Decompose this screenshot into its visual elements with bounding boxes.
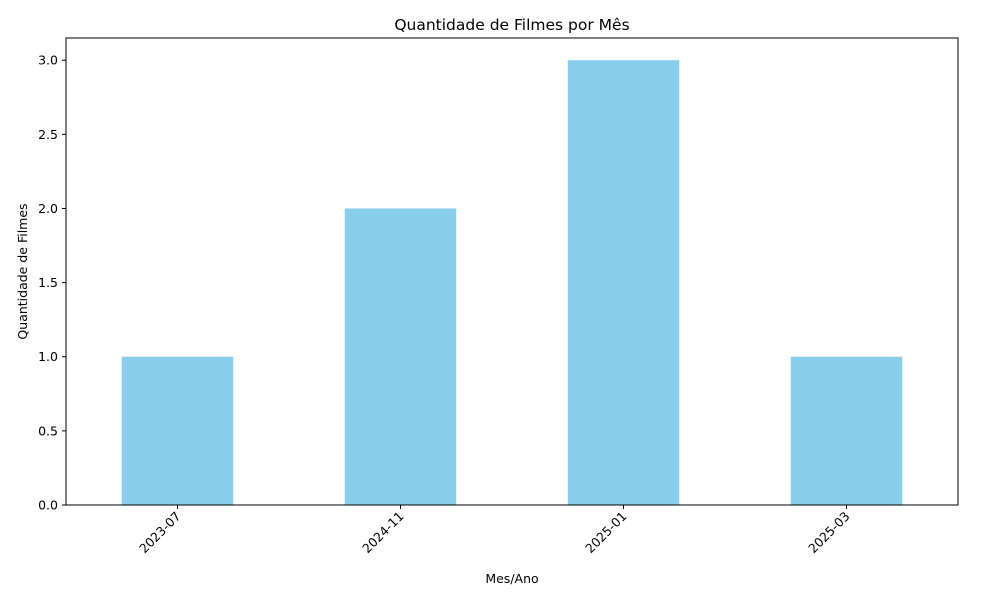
- axes-frame: [65, 37, 959, 506]
- bar-2023-07: [121, 356, 234, 505]
- bar-2025-01: [567, 60, 680, 505]
- bar-2025-03: [790, 356, 903, 505]
- y-tick-label: 2.5: [38, 127, 58, 142]
- y-tick-label: 2.0: [38, 201, 58, 216]
- x-tick-label: 2023-07: [136, 509, 184, 557]
- chart-title: Quantidade de Filmes por Mês: [394, 16, 629, 34]
- x-tick-label: 2024-11: [359, 509, 407, 557]
- x-tick-label: 2025-01: [582, 509, 630, 557]
- y-tick-label: 0.5: [38, 423, 58, 438]
- y-tick-label: 1.0: [38, 349, 58, 364]
- y-axis-ticks: 0.0 0.5 1.0 1.5 2.0 2.5 3.0: [38, 53, 66, 513]
- x-axis-label: Mes/Ano: [485, 571, 538, 586]
- y-tick-label: 3.0: [38, 53, 58, 68]
- x-tick-label: 2025-03: [805, 509, 853, 557]
- bar-2024-11: [344, 208, 457, 505]
- y-axis-label: Quantidade de Filmes: [15, 203, 30, 339]
- plot-area: [121, 60, 903, 505]
- y-tick-label: 1.5: [38, 275, 58, 290]
- x-axis-ticks: 2023-07 2024-11 2025-01 2025-03: [136, 505, 853, 556]
- y-tick-label: 0.0: [38, 498, 58, 513]
